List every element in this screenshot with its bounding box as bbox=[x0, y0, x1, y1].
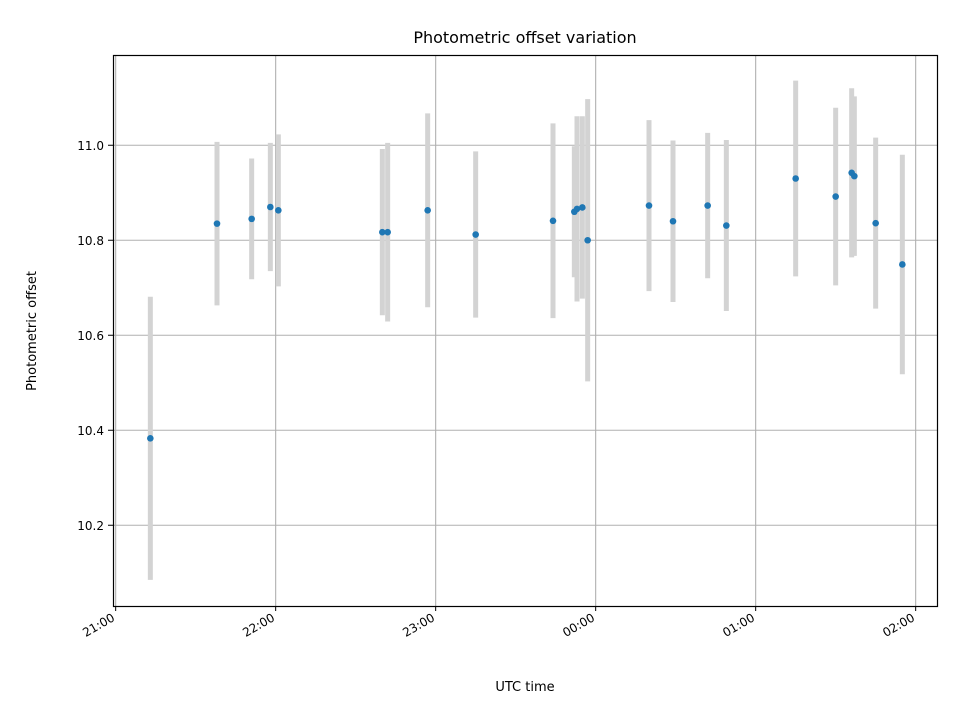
data-point bbox=[669, 217, 677, 225]
data-point bbox=[275, 207, 282, 214]
data-point bbox=[248, 215, 255, 223]
data-point bbox=[549, 217, 557, 225]
data-points bbox=[147, 169, 906, 442]
data-point bbox=[872, 219, 879, 227]
data-point bbox=[573, 205, 581, 213]
x-tick-label: 00:00 bbox=[560, 610, 597, 639]
grid-lines bbox=[113, 55, 937, 606]
data-point bbox=[851, 172, 858, 180]
x-tick-label: 01:00 bbox=[720, 610, 757, 639]
data-point bbox=[147, 435, 154, 442]
data-point bbox=[704, 202, 711, 209]
y-ticks: 10.2 10.4 10.6 10.8 11.0 bbox=[77, 139, 113, 533]
data-point bbox=[384, 228, 391, 236]
error-bars bbox=[147, 80, 905, 580]
data-point bbox=[584, 236, 591, 244]
y-tick-label: 11.0 bbox=[77, 139, 104, 153]
data-point bbox=[645, 202, 653, 209]
data-point bbox=[579, 204, 586, 211]
data-point bbox=[213, 220, 221, 227]
data-point bbox=[832, 193, 839, 200]
x-tick-label: 21:00 bbox=[80, 610, 117, 639]
x-tick-label: 22:00 bbox=[240, 610, 277, 639]
x-axis-label: UTC time bbox=[495, 680, 554, 695]
y-tick-label: 10.2 bbox=[77, 519, 104, 533]
y-tick-label: 10.8 bbox=[77, 234, 104, 248]
data-point bbox=[472, 231, 479, 238]
chart-title: Photometric offset variation bbox=[413, 28, 636, 47]
x-tick-label: 23:00 bbox=[400, 610, 437, 639]
y-tick-label: 10.4 bbox=[77, 424, 104, 438]
data-point bbox=[723, 222, 730, 229]
x-tick-label: 02:00 bbox=[880, 610, 917, 639]
y-axis-label: Photometric offset bbox=[25, 271, 40, 391]
data-point bbox=[792, 175, 799, 182]
x-ticks: 21:00 22:00 23:00 00:00 01:00 02:00 bbox=[80, 606, 917, 640]
plot-frame bbox=[112, 54, 939, 608]
data-point bbox=[899, 261, 906, 268]
data-point bbox=[267, 203, 274, 211]
data-point bbox=[379, 228, 386, 236]
data-point bbox=[424, 207, 431, 214]
y-tick-label: 10.6 bbox=[77, 329, 104, 343]
